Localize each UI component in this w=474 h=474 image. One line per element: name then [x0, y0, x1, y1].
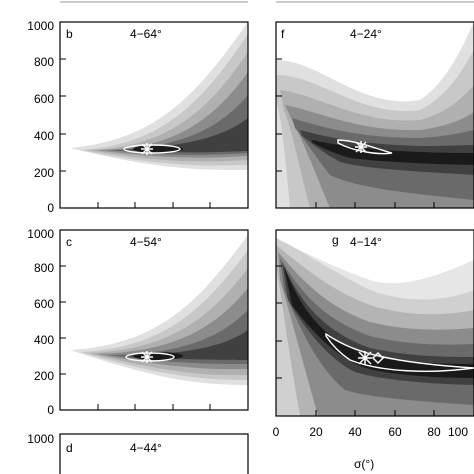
panel-f-best-fit-marker — [355, 141, 367, 153]
panel-g-xtick-0: 0 — [273, 425, 280, 439]
panel-c: c 4−54° 1000 800 600 400 200 0 — [27, 227, 249, 417]
panel-c-best-fit-marker — [141, 351, 153, 363]
panel-g-xtick-1: 20 — [309, 425, 323, 439]
panel-d-ytick-0: 1000 — [27, 432, 54, 446]
panel-b-ytick-5: 0 — [47, 201, 54, 215]
panel-c-ytick-4: 200 — [34, 369, 54, 383]
panel-d-frame — [59, 433, 249, 474]
panel-b-best-fit-marker — [141, 143, 153, 155]
panel-b-y-ticks: 1000 800 600 400 200 0 — [27, 19, 54, 215]
panel-g-frame — [275, 229, 474, 417]
panel-c-ytick-3: 400 — [34, 333, 54, 347]
panel-b-letter: b — [66, 27, 73, 41]
panel-c-tick-marks — [60, 265, 211, 410]
panel-f-contours — [276, 22, 474, 208]
panel-c-letter: c — [66, 235, 72, 249]
panel-g-tick-marks — [276, 265, 435, 416]
panel-g-best-fit-marker — [358, 351, 385, 365]
panel-b-frame — [59, 21, 249, 209]
panel-b-ytick-3: 400 — [34, 129, 54, 143]
panel-b-annotation: 4−64° — [130, 27, 162, 41]
panel-g-letter: g — [332, 233, 339, 247]
panel-c-ytick-2: 600 — [34, 297, 54, 311]
panel-g-xtick-2: 40 — [348, 425, 362, 439]
panel-d-annotation: 4−44° — [130, 441, 162, 455]
panel-b-ytick-1: 800 — [34, 55, 54, 69]
panel-f-frame — [275, 21, 474, 209]
panel-c-frame — [59, 229, 249, 411]
panel-g-contours — [276, 230, 474, 416]
panel-c-ytick-0: 1000 — [27, 227, 54, 241]
panel-g: g 4−14° 0 20 40 60 80 100 — [273, 229, 474, 439]
panel-g-annotation: 4−14° — [350, 235, 382, 249]
panel-f-letter: f — [281, 27, 285, 41]
panel-b-contours — [60, 22, 248, 208]
panel-c-contours — [60, 230, 248, 410]
panel-b-ytick-0: 1000 — [27, 19, 54, 33]
panel-b-ytick-4: 200 — [34, 166, 54, 180]
panel-g-xtick-3: 60 — [388, 425, 402, 439]
x-axis-label: σ(°) — [354, 457, 374, 471]
panel-d-letter: d — [66, 441, 73, 455]
panel-f-annotation: 4−24° — [350, 27, 382, 41]
panel-b: b 4−64° 1000 800 600 400 200 0 — [27, 19, 249, 215]
panel-f-tick-marks — [276, 58, 435, 208]
panel-d: d 4−44° 1000 — [27, 432, 249, 474]
panel-c-ytick-1: 800 — [34, 261, 54, 275]
panel-g-xtick-4: 80 — [427, 425, 441, 439]
panel-g-x-ticks: 0 20 40 60 80 100 — [273, 425, 469, 439]
panel-c-annotation: 4−54° — [130, 235, 162, 249]
panel-b-ytick-2: 600 — [34, 92, 54, 106]
panel-b-tick-marks — [60, 21, 211, 209]
panel-c-y-ticks: 1000 800 600 400 200 0 — [27, 227, 54, 417]
panel-c-ytick-5: 0 — [47, 403, 54, 417]
panel-f: f 4−24° — [275, 21, 474, 209]
panel-g-xtick-5: 100 — [448, 425, 468, 439]
